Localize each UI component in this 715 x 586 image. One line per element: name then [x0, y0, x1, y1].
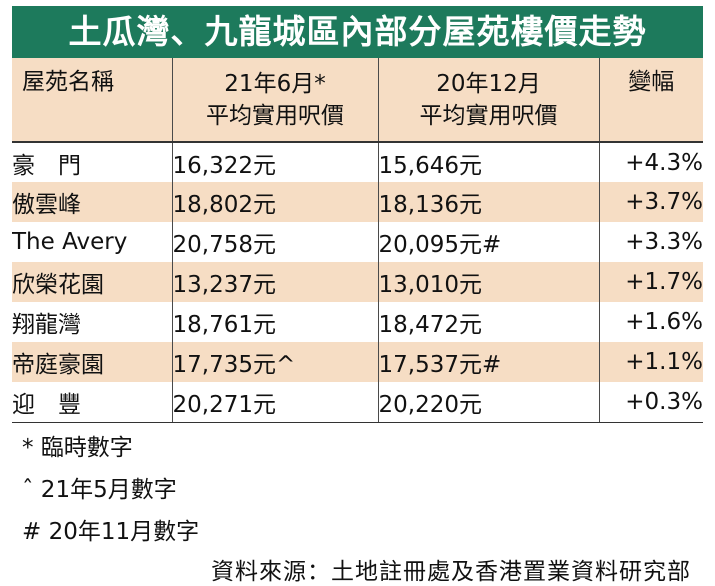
price-jun21: 16,322元	[171, 142, 378, 182]
table-row: 帝庭豪園 17,735元^ 17,537元# +1.1%	[12, 342, 703, 382]
price-change: +1.7%	[598, 262, 703, 302]
table-row: 豪 門 16,322元 15,646元 +4.3%	[12, 142, 703, 182]
price-dec20: 13,010元	[377, 262, 599, 302]
estate-name: 豪 門	[12, 152, 81, 179]
table-row: 翔龍灣 18,761元 18,472元 +1.6%	[12, 302, 703, 342]
price-jun21: 18,802元	[171, 182, 378, 222]
table-row: 迎 豐 20,271元 20,220元 +0.3%	[12, 382, 703, 423]
price-dec20: 20,095元#	[377, 222, 599, 262]
price-change: +3.7%	[598, 182, 703, 222]
estate-name: 翔龍灣	[12, 312, 81, 338]
header-change: 變幅	[598, 58, 703, 143]
estate-name: 迎 豐	[12, 382, 172, 423]
estate-name: The Avery	[12, 229, 128, 255]
price-change: +0.3%	[598, 382, 703, 423]
price-table: 屋苑名稱 21年6月* 平均實用呎價 20年12月 平均實用呎價 變幅 豪 門 …	[12, 58, 703, 423]
estate-name: 傲雲峰	[12, 192, 81, 218]
price-dec20: 18,136元	[377, 182, 599, 222]
price-jun21: 17,735元^	[171, 342, 378, 382]
header-estate-name: 屋苑名稱	[12, 58, 172, 143]
price-jun21: 13,237元	[171, 262, 378, 302]
header-jun21-line2: 平均實用呎價	[206, 102, 344, 129]
price-dec20: 18,472元	[377, 302, 599, 342]
header-jun21: 21年6月* 平均實用呎價	[171, 58, 378, 143]
estate-name: 欣榮花園	[12, 272, 104, 298]
table-title: 土瓜灣、九龍城區內部分屋苑樓價走勢	[12, 6, 703, 58]
header-jun21-line1: 21年6月*	[224, 70, 326, 97]
price-dec20: 20,220元	[377, 382, 599, 423]
source-credit: 資料來源：土地註冊處及香港置業資料研究部	[211, 559, 691, 585]
price-jun21: 18,761元	[171, 302, 378, 342]
estate-name: 帝庭豪園	[12, 352, 104, 378]
header-dec20: 20年12月 平均實用呎價	[377, 58, 599, 143]
price-jun21: 20,271元	[171, 382, 378, 423]
table-row: 傲雲峰 18,802元 18,136元 +3.7%	[12, 182, 703, 222]
price-dec20: 17,537元#	[377, 342, 599, 382]
table-row: 欣榮花園 13,237元 13,010元 +1.7%	[12, 262, 703, 302]
header-dec20-line2: 平均實用呎價	[419, 102, 558, 129]
price-change: +1.6%	[598, 302, 703, 342]
footnote-may21: ˆ 21年5月數字	[22, 477, 177, 503]
table-row: The Avery 20,758元 20,095元# +3.3%	[12, 222, 703, 262]
footnote-nov20: # 20年11月數字	[22, 519, 200, 545]
price-jun21: 20,758元	[171, 222, 378, 262]
price-change: +1.1%	[598, 342, 703, 382]
header-row: 屋苑名稱 21年6月* 平均實用呎價 20年12月 平均實用呎價 變幅	[12, 58, 703, 143]
header-dec20-line1: 20年12月	[436, 70, 541, 97]
price-change: +4.3%	[598, 142, 703, 182]
price-change: +3.3%	[598, 222, 703, 262]
price-dec20: 15,646元	[377, 142, 599, 182]
footnote-provisional: * 臨時數字	[22, 435, 133, 461]
